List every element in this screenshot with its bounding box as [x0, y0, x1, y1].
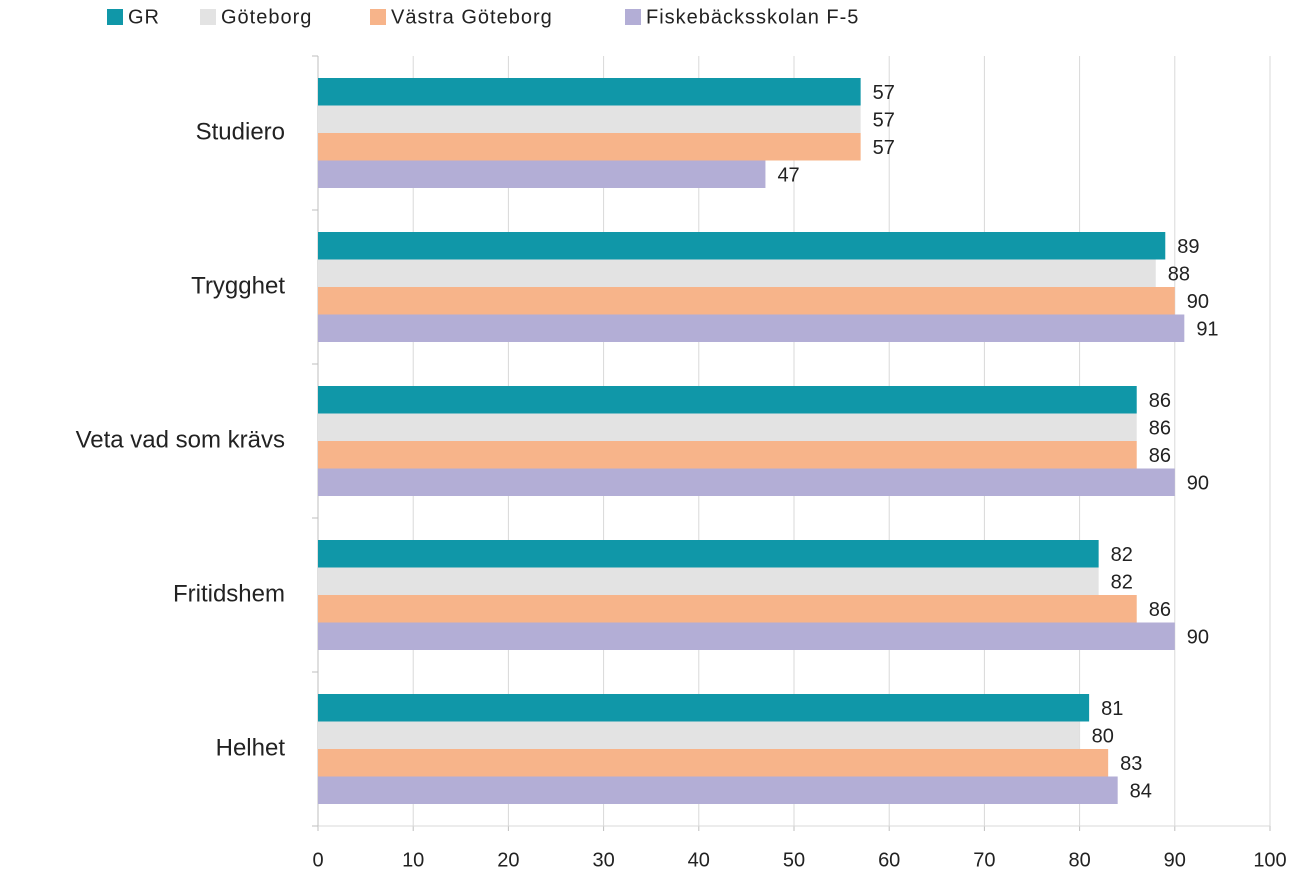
- x-tick-label: 60: [878, 849, 900, 871]
- bar: [318, 314, 1185, 342]
- value-label: 57: [873, 82, 895, 104]
- bar: [318, 160, 766, 188]
- y-tick-label: Fritidshem: [173, 580, 285, 607]
- legend-label: Västra Göteborg: [391, 6, 553, 28]
- value-label: 86: [1149, 445, 1171, 467]
- x-tick-label: 50: [783, 849, 805, 871]
- value-label: 82: [1111, 572, 1133, 594]
- x-tick-label: 80: [1068, 849, 1090, 871]
- bar: [318, 105, 861, 133]
- value-label: 91: [1196, 319, 1218, 341]
- bar: [318, 413, 1137, 441]
- value-label: 86: [1149, 390, 1171, 412]
- bar: [318, 441, 1137, 469]
- y-tick-label: Helhet: [216, 734, 286, 761]
- bar: [318, 749, 1109, 777]
- bar: [318, 232, 1166, 260]
- value-label: 90: [1187, 627, 1209, 649]
- bar: [318, 567, 1099, 595]
- value-label: 57: [873, 110, 895, 132]
- value-label: 89: [1177, 236, 1199, 258]
- legend-swatch: [107, 9, 123, 25]
- x-tick-label: 10: [402, 849, 424, 871]
- legend-swatch: [370, 9, 386, 25]
- x-tick-label: 90: [1164, 849, 1186, 871]
- y-tick-label: Studiero: [196, 118, 285, 145]
- legend-swatch: [200, 9, 216, 25]
- value-label: 80: [1092, 726, 1114, 748]
- y-tick-label: Trygghet: [191, 272, 285, 299]
- bar: [318, 468, 1175, 496]
- bar: [318, 540, 1099, 568]
- legend-label: Fiskebäcksskolan F-5: [646, 6, 859, 28]
- value-label: 90: [1187, 473, 1209, 495]
- value-label: 57: [873, 137, 895, 159]
- bar: [318, 622, 1175, 650]
- bar: [318, 287, 1175, 315]
- x-tick-label: 70: [973, 849, 995, 871]
- legend-label: GR: [128, 6, 160, 28]
- x-tick-label: 30: [592, 849, 614, 871]
- x-tick-label: 40: [688, 849, 710, 871]
- bar: [318, 259, 1156, 287]
- bar: [318, 386, 1137, 414]
- x-tick-label: 100: [1253, 849, 1286, 871]
- value-label: 90: [1187, 291, 1209, 313]
- value-label: 82: [1111, 544, 1133, 566]
- x-tick-label: 0: [312, 849, 323, 871]
- bar: [318, 595, 1137, 623]
- legend-label: Göteborg: [221, 6, 312, 28]
- y-tick-label: Veta vad som krävs: [76, 426, 285, 453]
- bar: [318, 721, 1080, 749]
- value-label: 47: [777, 165, 799, 187]
- value-label: 81: [1101, 698, 1123, 720]
- x-tick-label: 20: [497, 849, 519, 871]
- value-label: 86: [1149, 418, 1171, 440]
- value-label: 83: [1120, 753, 1142, 775]
- value-label: 88: [1168, 264, 1190, 286]
- bar: [318, 78, 861, 106]
- value-label: 86: [1149, 599, 1171, 621]
- value-label: 84: [1130, 781, 1152, 803]
- legend-swatch: [625, 9, 641, 25]
- bar: [318, 133, 861, 161]
- bar: [318, 776, 1118, 804]
- bar: [318, 694, 1090, 722]
